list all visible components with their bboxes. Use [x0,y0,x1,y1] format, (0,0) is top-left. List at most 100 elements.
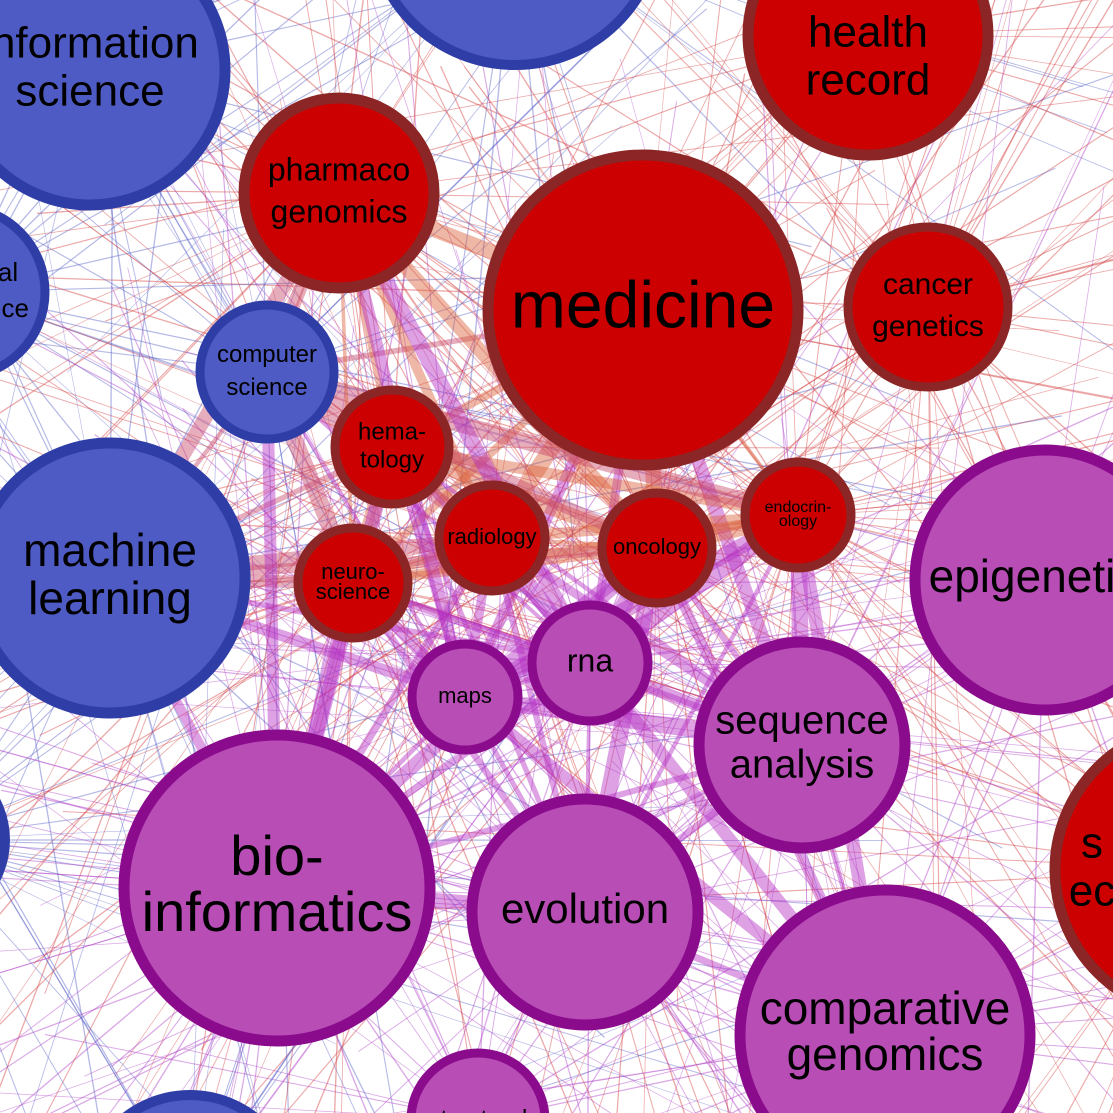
edge [621,0,929,308]
edge [14,332,803,746]
edge [194,485,803,746]
edge [478,468,584,1113]
edge [591,0,872,289]
edge [276,887,612,1113]
edge [300,299,803,746]
edge [138,887,278,1113]
edge [89,0,416,71]
node [118,729,436,1047]
edge [927,220,1113,308]
node-label: tology [360,446,424,473]
edge [884,1034,1113,1050]
edge [589,298,841,664]
edge [338,192,1081,792]
edge [305,0,340,194]
edge [0,0,474,270]
edge [352,582,1041,796]
node [0,798,10,882]
node [527,600,653,726]
edge [797,177,1113,516]
edge [584,911,759,1113]
edge [0,446,393,714]
edge [797,342,1113,516]
node-label: science [15,67,164,116]
edge [166,0,340,194]
edge [0,526,99,1113]
edge [927,0,1012,308]
node [0,0,231,211]
edge [0,582,354,900]
edge [0,306,268,373]
edge [440,0,929,308]
edge [352,582,488,1113]
edge [89,69,548,937]
edge [266,74,1113,373]
edge [642,0,958,311]
edge [352,0,875,584]
edge [867,26,1113,36]
edge [927,0,995,308]
node-label: science [226,374,307,401]
edge [0,872,141,1113]
edge [639,0,929,308]
node-label: informatics [142,880,413,943]
edge [927,306,1113,472]
edge [0,192,340,341]
node [238,92,440,294]
node [388,0,642,70]
edge [461,508,802,704]
node [195,300,339,444]
edge [5,0,412,311]
edge [472,911,586,1113]
edge [622,0,800,131]
edge [927,306,1113,483]
edge [276,887,368,1113]
edge [656,547,1113,789]
edge [656,547,1040,1113]
edge [0,446,393,841]
edge [801,744,1113,1101]
node-label: ology [779,513,817,530]
edge [884,1034,1113,1066]
edge [19,582,354,870]
node-label: epigenetics [929,550,1113,602]
edge [109,415,1062,579]
edge [358,579,1046,1052]
edge [801,89,1113,746]
edge [265,370,592,665]
edge [589,662,1113,670]
edge [0,446,393,588]
edge [455,249,591,664]
node [434,480,550,596]
node-label: health [808,8,928,57]
edge [884,0,1013,1036]
edge [801,584,1113,746]
node [0,211,50,373]
node [0,437,251,719]
edge [0,333,111,579]
edge [0,348,354,584]
edge [927,258,1113,308]
edge [110,285,476,1113]
edge [927,306,989,1113]
edge [391,1034,886,1113]
edge [884,900,1113,1036]
edge [0,974,82,1113]
edge [0,927,168,1113]
node-label: pharmaco [268,151,410,187]
node-label: hema- [358,418,426,445]
edge [809,306,929,1113]
node-label: genomics [271,193,408,229]
node-label: computer [217,341,317,368]
node [597,488,717,608]
node [482,149,804,471]
edge [266,8,708,373]
node-label: medicine [511,267,775,341]
edge [366,0,393,448]
node-label: sequence [715,699,888,743]
edge [325,0,393,448]
edge [391,446,714,644]
node [740,457,856,573]
